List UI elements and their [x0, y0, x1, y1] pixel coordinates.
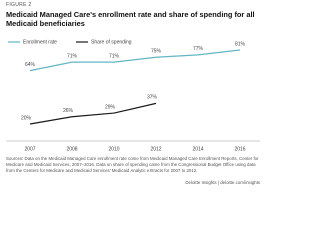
- data-label: 37%: [147, 95, 158, 101]
- series-line: [29, 102, 157, 125]
- data-label: 26%: [63, 108, 74, 114]
- series-line: [29, 49, 241, 72]
- footer: Deloitte Insights | deloitte.com/insight…: [185, 180, 260, 185]
- data-label: 71%: [67, 53, 78, 59]
- data-label: 75%: [151, 49, 162, 55]
- data-label: 77%: [193, 46, 204, 52]
- x-tick-label: 2008: [66, 146, 77, 152]
- x-tick-label: 2007: [24, 146, 35, 152]
- x-tick-label: 2014: [192, 146, 203, 152]
- data-label: 29%: [105, 104, 116, 110]
- x-tick-label: 2010: [108, 146, 119, 152]
- source-note: Sources: Data on the Medicaid Managed Ca…: [6, 156, 259, 173]
- legend-label: Enrollment rate: [23, 39, 57, 45]
- data-label: 71%: [109, 53, 120, 59]
- data-label: 64%: [25, 62, 36, 68]
- x-tick-label: 2012: [150, 146, 161, 152]
- figure-label: FIGURE 2: [6, 2, 32, 8]
- page: {"figure_label": "FIGURE 2", "chart_data…: [6, 2, 260, 185]
- x-tick-label: 2016: [234, 146, 245, 152]
- chart-title: Medicaid Managed Care's enrollment rate …: [6, 10, 255, 28]
- legend-label: Share of spending: [91, 39, 132, 45]
- chart: Enrollment rate Share of spending 2007 2008…: [6, 39, 260, 152]
- data-label: 20%: [21, 115, 32, 121]
- data-label: 81%: [235, 41, 246, 47]
